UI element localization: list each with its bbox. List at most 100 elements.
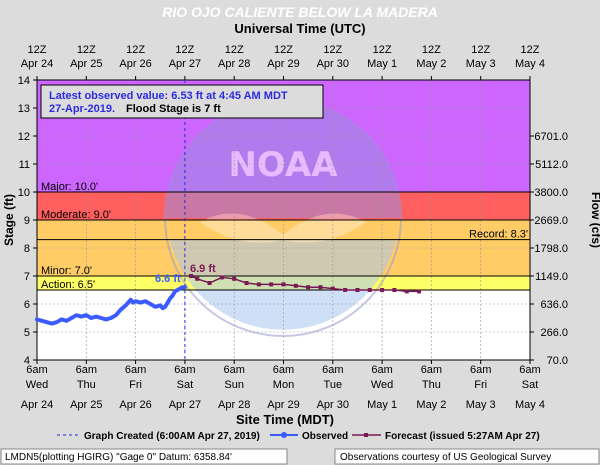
bottom-axis-title: Site Time (MDT)	[236, 412, 334, 427]
local-tick-date: Apr 26	[119, 399, 151, 411]
local-tick-date: May 2	[416, 399, 446, 411]
utc-tick-date: Apr 29	[267, 58, 299, 70]
threshold-label-record: Record: 8.3'	[469, 229, 528, 241]
forecast-point	[293, 283, 298, 288]
utc-tick-label: 12Z	[422, 44, 441, 56]
utc-tick-date: Apr 28	[218, 58, 250, 70]
utc-tick-label: 12Z	[28, 44, 47, 56]
local-tick-time: 6am	[223, 364, 244, 376]
local-tick-date: Apr 24	[21, 399, 53, 411]
latest-observed-date: 27-Apr-2019.	[49, 103, 115, 115]
local-tick-day: Sat	[522, 379, 539, 391]
local-tick-date: Apr 29	[267, 399, 299, 411]
forecast-point	[256, 282, 261, 287]
legend-forecast: Forecast (issued 5:27AM Apr 27)	[385, 431, 540, 442]
local-axis-ticks: 6am Wed Apr 24 6am Thu Apr 25 6am Fri Apr 26 6am S…	[21, 360, 545, 411]
local-tick-time: 6am	[421, 364, 442, 376]
forecast-point	[392, 288, 397, 292]
y-tick-label: 11	[19, 159, 30, 171]
forecast-point	[244, 281, 249, 285]
y-tick-label: 6	[24, 299, 30, 311]
latest-observed-line: Latest observed value: 6.53 ft at 4:45 A…	[49, 90, 288, 102]
flow-tick-label: 266.0	[540, 327, 568, 339]
local-tick-time: 6am	[26, 364, 47, 376]
forecast-point	[269, 282, 274, 287]
local-tick-date: Apr 28	[218, 399, 250, 411]
threshold-label-action: Action: 6.5'	[41, 279, 95, 291]
flow-tick-label: 1149.0	[535, 271, 568, 283]
local-tick-date: May 1	[367, 399, 397, 411]
legend-forecast-marker	[364, 433, 368, 437]
utc-tick-date: May 2	[416, 58, 446, 70]
utc-tick-date: May 4	[515, 58, 545, 70]
flow-axis-ticks: 70.0 266.0 636.0 1149.0 1798.0 2669.0 3800.0 51…	[530, 131, 568, 367]
utc-tick-date: Apr 30	[317, 58, 349, 70]
utc-tick-date: Apr 26	[119, 58, 151, 70]
legend-observed-marker	[281, 432, 287, 438]
forecast-point	[207, 281, 212, 285]
forecast-line	[190, 275, 420, 293]
utc-tick-label: 12Z	[225, 44, 244, 56]
flow-tick-label: 636.0	[540, 299, 568, 311]
utc-tick-label: 12Z	[126, 44, 145, 56]
footer-left-box	[0, 448, 288, 465]
local-tick-time: 6am	[470, 364, 491, 376]
local-tick-day: Wed	[371, 379, 393, 391]
threshold-label-major: Major: 10.0'	[41, 181, 98, 193]
forecast-point	[355, 288, 360, 292]
y-tick-label: 10	[18, 187, 30, 199]
forecast-point	[219, 275, 224, 280]
local-tick-day: Fri	[474, 379, 487, 391]
y-tick-label: 12	[18, 131, 30, 143]
footer-datum: LMDN5(plotting HGIRG) "Gage 0" Datum: 63…	[5, 452, 232, 463]
local-tick-day: Tue	[324, 379, 343, 391]
flow-tick-label: 1798.0	[534, 243, 568, 255]
flow-tick-label: 5112.0	[535, 159, 568, 171]
footer-right-box	[334, 448, 600, 465]
utc-axis-ticks: 12Z Apr 24 12Z Apr 25 12Z Apr 26 12Z Apr 27 12Z A…	[21, 44, 545, 80]
local-tick-time: 6am	[76, 364, 97, 376]
forecast-point	[367, 288, 372, 292]
y-tick-label: 13	[18, 103, 30, 115]
local-tick-time: 6am	[273, 364, 294, 376]
threshold-label-minor: Minor: 7.0'	[41, 265, 92, 277]
utc-tick-date: Apr 24	[21, 58, 53, 70]
forecast-point	[343, 288, 348, 292]
y-tick-label: 5	[24, 327, 30, 339]
threshold-label-moderate: Moderate: 9.0'	[41, 209, 111, 221]
local-tick-day: Mon	[273, 379, 294, 391]
footer-credit: Observations courtesy of US Geological S…	[340, 452, 551, 463]
local-tick-time: 6am	[174, 364, 195, 376]
local-tick-day: Thu	[77, 379, 96, 391]
y-axis-title: Stage (ft)	[2, 194, 16, 246]
forecast-point	[380, 288, 385, 292]
forecast-point	[404, 289, 409, 294]
forecast-point	[281, 282, 286, 287]
legend: Graph Created (6:00AM Apr 27, 2019) Obse…	[57, 431, 540, 442]
chart-title: RIO OJO CALIENTE BELOW LA MADERA	[162, 4, 438, 20]
flow-tick-label: 2669.0	[534, 215, 568, 227]
forecast-point	[306, 285, 311, 290]
utc-tick-date: Apr 25	[70, 58, 102, 70]
utc-tick-date: May 3	[466, 58, 496, 70]
forecast-point	[417, 289, 422, 294]
utc-tick-label: 12Z	[323, 44, 342, 56]
y-tick-label: 14	[18, 75, 30, 87]
local-tick-time: 6am	[371, 364, 392, 376]
local-tick-time: 6am	[519, 364, 540, 376]
forecast-point	[189, 274, 194, 278]
top-axis-title: Universal Time (UTC)	[234, 21, 365, 36]
local-tick-date: Apr 27	[169, 399, 201, 411]
local-tick-day: Wed	[26, 379, 48, 391]
forecast-point	[232, 276, 237, 281]
utc-tick-label: 12Z	[77, 44, 96, 56]
local-tick-date: Apr 25	[70, 399, 102, 411]
utc-tick-label: 12Z	[521, 44, 540, 56]
legend-observed: Observed	[302, 431, 348, 442]
forecast-point	[318, 285, 323, 290]
latest-observed-box: Latest observed value: 6.53 ft at 4:45 A…	[40, 84, 324, 119]
local-tick-time: 6am	[125, 364, 146, 376]
utc-tick-label: 12Z	[373, 44, 392, 56]
flood-stage-note: Flood Stage is 7 ft	[126, 103, 221, 115]
forecast-peak-label: 6.9 ft	[190, 263, 216, 275]
